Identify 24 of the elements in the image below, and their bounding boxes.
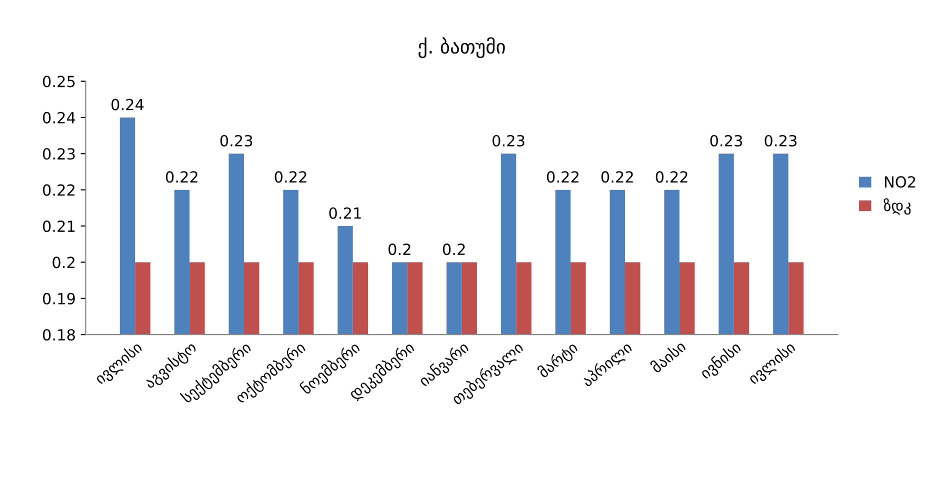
y-tick-label: 0.23 [42,148,75,160]
data-label: 0.23 [492,134,524,147]
data-label: 0.22 [656,171,688,183]
legend-label: NO2 [884,176,916,188]
data-label: 0.22 [546,171,578,183]
y-tick-label: 0.18 [42,329,75,341]
legend-label: ზდკ [884,198,911,215]
y-tick-label: 0.24 [42,112,76,124]
chart-title: ქ. ბათუმი [418,37,505,58]
y-tick-label: 0.21 [42,220,75,232]
y-tick-label: 0.19 [42,292,75,304]
data-label: 0.23 [220,134,252,147]
data-label: 0.2 [388,244,410,256]
data-label: 0.21 [329,207,361,219]
data-label: 0.2 [442,244,465,256]
data-label: 0.22 [166,171,198,183]
y-tick-label: 0.22 [42,184,74,196]
data-label: 0.24 [111,98,144,110]
y-tick-label: 0.25 [42,76,75,88]
data-label: 0.22 [601,171,633,183]
y-tick-label: 0.2 [52,256,74,268]
data-label: 0.23 [764,134,796,147]
data-label: 0.23 [710,134,742,147]
data-label: 0.22 [274,171,306,183]
